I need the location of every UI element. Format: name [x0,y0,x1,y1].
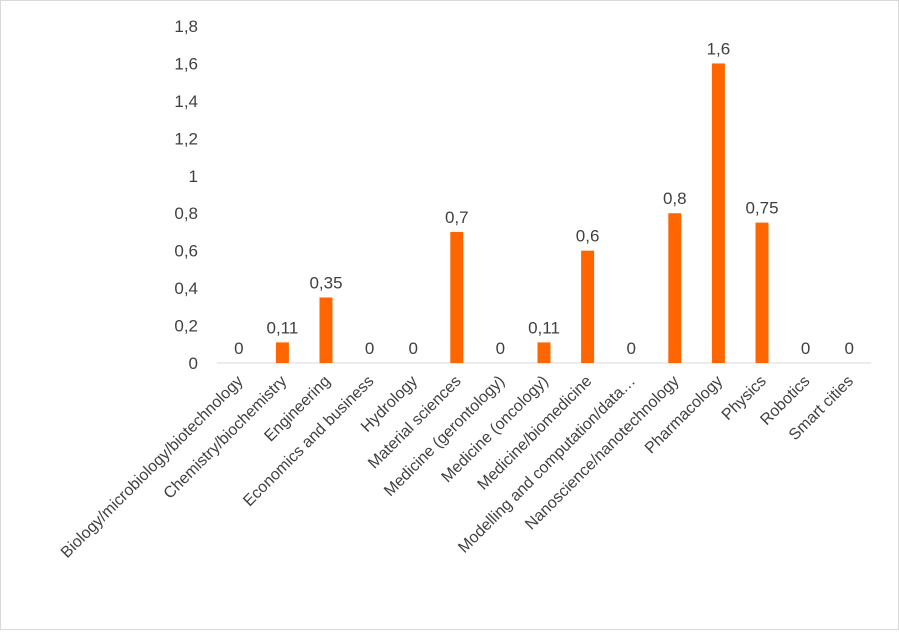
y-tick-label: 1,2 [174,129,198,148]
bars [275,63,769,363]
y-tick-label: 0,4 [174,279,198,298]
data-label: 0,6 [576,227,600,246]
data-label: 0 [626,339,635,358]
data-label: 1,6 [707,39,731,58]
data-label: 0 [496,339,505,358]
category-labels: Biology/microbiology/biotechnologyChemis… [58,373,857,562]
category-label: Biology/microbiology/biotechnology [58,373,247,562]
data-label: 0 [234,339,243,358]
data-label: 0,8 [663,189,687,208]
bar [668,213,682,363]
data-label: 0,75 [745,199,778,218]
y-tick-label: 1,4 [174,92,198,111]
bar [275,342,289,363]
data-label: 0 [408,339,417,358]
data-label: 0 [365,339,374,358]
data-label: 0,11 [266,318,298,337]
y-tick-label: 1 [189,167,198,186]
y-tick-label: 0,2 [174,317,198,336]
y-tick-label: 0 [189,354,198,373]
bar [755,222,769,363]
y-axis-ticks: 0 0,2 0,4 0,6 0,8 1 1,2 1,4 1,6 1,8 [174,17,198,373]
y-tick-label: 1,8 [174,17,198,36]
y-tick-label: 0,6 [174,242,198,261]
bar [581,250,595,363]
bar [537,342,551,363]
category-label: Pharmacology [642,373,726,457]
bar [711,63,725,363]
y-tick-label: 0,8 [174,204,198,223]
data-label: 0,7 [445,208,469,227]
data-labels: 0 0,11 0,35 0 0 0,7 0 0,11 0,6 0 0,8 1,6 0,75 0 0 [234,39,854,358]
bar [450,231,464,363]
data-label: 0 [844,339,853,358]
data-label: 0,11 [528,318,560,337]
data-label: 0 [801,339,810,358]
y-tick-label: 1,6 [174,54,198,73]
bar [319,297,333,363]
data-label: 0,35 [309,273,342,292]
